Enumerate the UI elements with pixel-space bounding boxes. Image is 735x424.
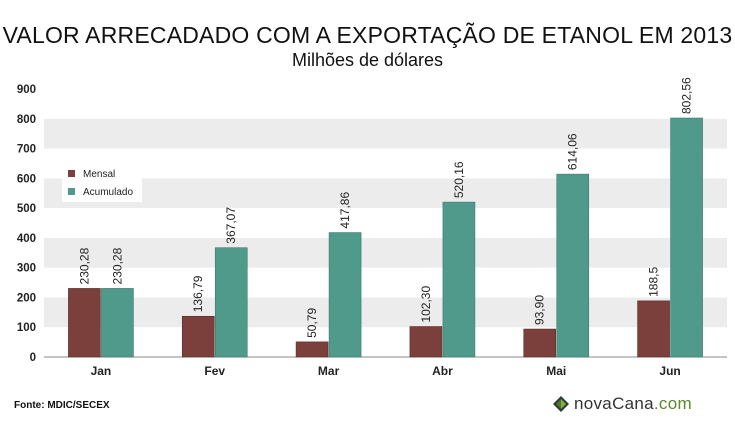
y-tick-label: 600 (17, 173, 36, 185)
source-note: Fonte: MDIC/SECEX (14, 400, 110, 411)
x-tick-label: Mai (546, 364, 566, 378)
x-tick-label: Jan (91, 364, 112, 378)
grid-band (44, 148, 727, 179)
brand-name-main: novaCana (574, 394, 654, 413)
data-label: 136,79 (191, 275, 205, 312)
y-tick-label: 200 (17, 292, 36, 304)
legend-box (62, 162, 142, 202)
x-tick-label: Abr (432, 364, 453, 378)
grid-band (44, 267, 727, 298)
y-tick-label: 400 (17, 233, 36, 245)
grid-band (44, 89, 727, 119)
leaf-icon (553, 396, 569, 412)
y-axis-ticks: 0 100 200 300 400 500 600 700 800 900 (17, 84, 36, 364)
bar-mensal (637, 300, 670, 358)
bars (68, 117, 703, 358)
bar-acumulado (556, 173, 590, 358)
y-tick-label: 500 (17, 203, 36, 215)
bar-acumulado (442, 201, 476, 358)
data-label: 417,86 (338, 192, 352, 229)
y-tick-label: 0 (30, 352, 36, 364)
y-tick-label: 800 (17, 114, 36, 126)
x-tick-label: Jun (659, 364, 680, 378)
data-label: 230,28 (110, 247, 124, 284)
x-tick-label: Fev (204, 364, 225, 378)
data-label: 367,07 (224, 207, 238, 244)
grid-band (44, 208, 727, 238)
bar-mensal (295, 341, 329, 358)
bar-acumulado (214, 247, 248, 358)
y-tick-label: 100 (17, 322, 36, 334)
data-label: 802,56 (680, 77, 694, 114)
data-label: 614,06 (566, 133, 580, 170)
data-label: 230,28 (77, 247, 91, 284)
bar-mensal (181, 315, 215, 358)
chart-subtitle: Milhões de dólares (291, 50, 444, 70)
grid-band (44, 297, 727, 328)
bar-acumulado (328, 232, 362, 358)
data-label: 520,16 (452, 161, 466, 198)
brand-logo: novaCana.com (552, 393, 692, 415)
data-label: 93,90 (533, 295, 547, 325)
grid-band (44, 118, 727, 149)
brand-name: novaCana.com (574, 394, 692, 414)
grid-band (44, 327, 727, 357)
legend-label: Acumulado (83, 187, 133, 198)
bar-acumulado (670, 117, 703, 358)
data-labels: 230,28 230,28 136,79 367,07 50,79 417,86 102,3… (77, 77, 693, 338)
bar-mensal (523, 328, 557, 358)
x-axis-ticks: Jan Fev Mar Abr Mai Jun (91, 364, 681, 378)
legend: Mensal Acumulado (62, 162, 142, 202)
grid-band (44, 178, 727, 209)
grid-band (44, 237, 727, 268)
brand-name-suffix: .com (653, 394, 692, 413)
chart-title: VALOR ARRECADADO COM A EXPORTAÇÃO DE ETA… (2, 22, 733, 48)
x-tick-label: Mar (318, 364, 340, 378)
bar-mensal (68, 288, 101, 358)
data-label: 102,30 (419, 286, 433, 323)
legend-swatch (68, 170, 75, 177)
grid-bands (44, 89, 727, 358)
legend-swatch (68, 188, 75, 195)
bar-mensal (409, 326, 443, 358)
y-tick-label: 300 (17, 263, 36, 275)
data-label: 188,5 (647, 267, 661, 297)
bar-acumulado (101, 288, 134, 358)
legend-label: Mensal (83, 169, 115, 180)
y-tick-label: 700 (17, 144, 36, 156)
y-tick-label: 900 (17, 84, 36, 96)
data-label: 50,79 (305, 308, 319, 338)
